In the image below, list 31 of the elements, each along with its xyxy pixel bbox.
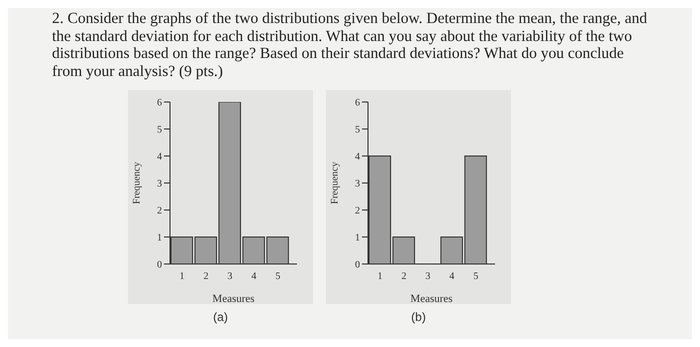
x-tick-label: 3 — [227, 271, 232, 282]
y-tick-label: 0 — [355, 260, 360, 271]
x-tick-label: 2 — [203, 271, 208, 282]
x-tick-label: 2 — [401, 271, 406, 282]
x-tick-label: 5 — [275, 271, 280, 282]
y-tick-label: 5 — [355, 124, 360, 136]
y-tick-label: 5 — [157, 124, 162, 136]
y-axis-title: Frequency — [330, 162, 341, 204]
x-tick-label: 1 — [179, 271, 184, 282]
text: (b) — [410, 310, 427, 324]
y-tick-label: 6 — [157, 98, 162, 109]
y-tick-label: 3 — [157, 178, 162, 190]
y-tick-label: 6 — [355, 98, 360, 109]
y-tick-label: 0 — [157, 260, 162, 271]
y-tick-label: 4 — [157, 152, 162, 163]
y-tick-label: 1 — [355, 232, 360, 244]
x-tick-label: 4 — [251, 271, 256, 282]
x-tick-label: 4 — [449, 271, 454, 282]
y-tick-label: 3 — [355, 178, 360, 190]
x-tick-label: 1 — [377, 271, 382, 282]
x-tick-label: 3 — [425, 271, 430, 282]
y-tick-label: 2 — [355, 206, 360, 217]
x-axis-title: Measures — [410, 293, 453, 305]
y-tick-label: 4 — [355, 152, 360, 163]
x-axis-title: Measures — [212, 293, 255, 305]
y-tick-label: 1 — [157, 232, 162, 244]
y-axis-title: Frequency — [132, 162, 143, 204]
x-tick-label: 5 — [473, 271, 478, 282]
text: 2. Consider the graphs of the two distributions given below. Determine the mean, the range, and the standard deviation for each distribution. What can you say about the variability of the two distributions based on the range? Based on their standard deviations? What do you conclude from your analysis? (9 pts.) — [52, 10, 648, 80]
text: (a) — [212, 310, 229, 324]
y-tick-label: 2 — [157, 206, 162, 217]
